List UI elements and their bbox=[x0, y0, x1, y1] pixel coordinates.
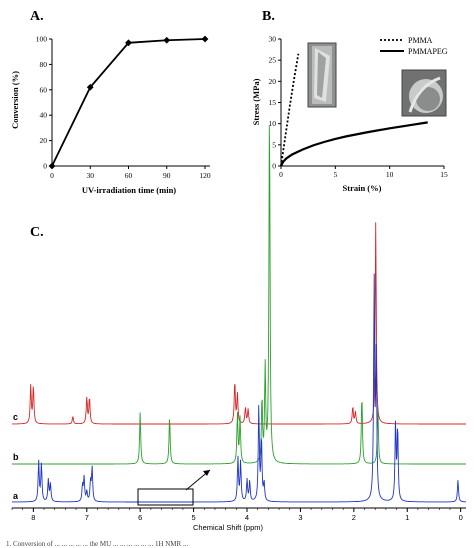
panel-a: A. 0 30 60 90 120 0 20 40 60 80 100 UV-irradiatio… bbox=[10, 9, 211, 195]
x-tick-label: 3 bbox=[298, 513, 302, 522]
y-tick-label: 15 bbox=[269, 98, 277, 107]
y-tick-label: 25 bbox=[269, 56, 277, 65]
y-tick-label: 20 bbox=[269, 77, 277, 86]
spectrum-label-b: b bbox=[13, 452, 19, 462]
y-tick-label: 10 bbox=[269, 119, 277, 128]
panel-a-x-label: UV-irradiation time (min) bbox=[82, 185, 176, 195]
spectrum-label-a: a bbox=[13, 491, 19, 501]
panel-b: B. 0 5 10 15 0 5 10 15 20 25 30 PMMA PMMAPEG Stra… bbox=[251, 9, 448, 193]
x-tick-label: 120 bbox=[199, 171, 211, 180]
nmr-spectrum-a bbox=[12, 273, 466, 503]
panel-a-y-ticks: 0 20 40 60 80 100 bbox=[36, 35, 52, 171]
x-tick-label: 10 bbox=[386, 170, 394, 179]
data-point-marker bbox=[86, 83, 94, 91]
y-tick-label: 60 bbox=[40, 85, 48, 94]
fractured-specimen-micrograph-pmmapeg bbox=[401, 69, 447, 117]
nmr-spectrum-c bbox=[12, 222, 466, 425]
panel-a-label: A. bbox=[30, 9, 44, 24]
y-tick-label: 20 bbox=[40, 136, 48, 145]
panel-b-x-ticks: 0 5 10 15 bbox=[279, 166, 448, 179]
y-tick-label: 80 bbox=[40, 60, 48, 69]
x-tick-label: 4 bbox=[245, 513, 249, 522]
y-tick-label: 0 bbox=[272, 162, 276, 171]
panel-b-legend: PMMA PMMAPEG bbox=[380, 36, 448, 56]
y-tick-label: 0 bbox=[43, 162, 47, 171]
panel-c-label: C. bbox=[30, 225, 44, 240]
data-point-marker bbox=[163, 36, 171, 44]
panel-a-y-label: Conversion (%) bbox=[10, 71, 20, 129]
x-tick-label: 30 bbox=[87, 171, 95, 180]
x-tick-label: 2 bbox=[352, 513, 356, 522]
x-tick-label: 8 bbox=[31, 513, 35, 522]
series-line-pmmapeg bbox=[280, 121, 428, 167]
x-tick-label: 0 bbox=[50, 171, 54, 180]
figure-caption: 1. Conversion of ... ... ... ... ... the… bbox=[6, 540, 188, 548]
x-tick-label: 15 bbox=[440, 170, 448, 179]
data-point-marker bbox=[125, 39, 132, 47]
annotation-arrowhead bbox=[203, 470, 210, 476]
data-point-marker bbox=[201, 35, 209, 43]
y-tick-label: 30 bbox=[269, 35, 277, 44]
spectrum-label-c: c bbox=[13, 412, 18, 422]
x-tick-label: 5 bbox=[192, 513, 196, 522]
panel-b-label: B. bbox=[262, 9, 275, 24]
x-tick-label: 6 bbox=[138, 513, 142, 522]
x-tick-label: 60 bbox=[125, 171, 133, 180]
y-tick-label: 5 bbox=[272, 140, 276, 149]
x-tick-label: 7 bbox=[85, 513, 89, 522]
panel-b-x-label: Strain (%) bbox=[343, 183, 382, 193]
highlight-box bbox=[137, 488, 194, 506]
panel-c-x-ticks: 8 7 6 5 4 3 2 1 0 bbox=[11, 508, 463, 522]
panel-a-x-ticks: 0 30 60 90 120 bbox=[50, 166, 211, 180]
conversion-line bbox=[51, 38, 206, 167]
x-tick-label: 90 bbox=[163, 171, 171, 180]
panel-c-spectra bbox=[12, 125, 466, 503]
series-line-pmma bbox=[280, 53, 300, 167]
panel-a-plot bbox=[48, 35, 209, 170]
panel-b-y-label: Stress (MPa) bbox=[251, 78, 261, 125]
legend-label-pmma: PMMA bbox=[408, 36, 433, 45]
panel-c-x-label: Chemical Shift (ppm) bbox=[193, 523, 264, 532]
x-tick-label: 1 bbox=[405, 513, 409, 522]
nmr-spectrum-b bbox=[12, 125, 466, 465]
y-tick-label: 40 bbox=[40, 111, 48, 120]
x-tick-label: 5 bbox=[333, 170, 337, 179]
x-tick-label: 0 bbox=[279, 170, 283, 179]
panel-b-y-ticks: 0 5 10 15 20 25 30 bbox=[269, 35, 281, 171]
y-tick-label: 100 bbox=[36, 35, 48, 44]
x-tick-label: 0 bbox=[459, 513, 463, 522]
legend-label-pmmapeg: PMMAPEG bbox=[408, 47, 448, 56]
data-point-marker bbox=[48, 162, 56, 170]
fractured-specimen-micrograph-pmma bbox=[307, 42, 337, 108]
panel-b-plot bbox=[280, 53, 428, 167]
